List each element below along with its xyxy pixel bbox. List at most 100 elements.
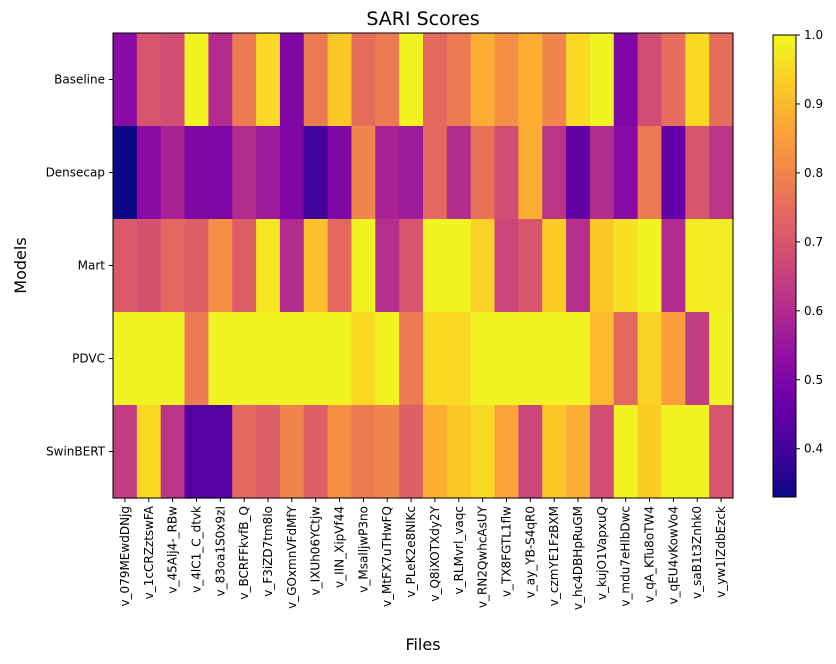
heatmap-cell: [566, 126, 591, 220]
heatmap-cell: [661, 126, 686, 220]
heatmap-cell: [709, 33, 734, 127]
heatmap-cell: [542, 219, 567, 313]
x-tick-label: v_PLeK2e8NlKc: [404, 506, 418, 598]
heatmap-cell: [399, 33, 424, 127]
heatmap-cell: [518, 33, 543, 127]
colorbar-tick-label: 0.7: [804, 235, 823, 249]
heatmap-cell: [327, 33, 353, 127]
heatmap-cell: [661, 312, 686, 406]
y-tick-label: Baseline: [54, 73, 105, 87]
heatmap-cell: [351, 33, 376, 127]
heatmap-cell: [446, 405, 472, 499]
y-tick-label: PDVC: [72, 352, 105, 366]
heatmap-cell: [423, 312, 448, 406]
heatmap-cell: [208, 219, 233, 313]
heatmap-cell: [256, 33, 281, 127]
heatmap-cell: [470, 219, 496, 313]
x-tick-label: v_czmYE1FzBXM: [547, 506, 561, 606]
heatmap-cell: [566, 312, 591, 406]
heatmap-cell: [685, 405, 710, 499]
x-tick-label: v_ay_YB-S4qR0: [523, 506, 537, 598]
x-tick-label: v_F3iZD7tm8lo: [261, 506, 275, 597]
heatmap-cell: [184, 126, 209, 220]
heatmap-cell: [542, 33, 567, 127]
x-tick-label: v_RN2QwhcAsUY: [476, 505, 490, 608]
heatmap-cell: [208, 312, 233, 406]
x-tick-label: v_kujO1VapxuQ: [595, 506, 609, 600]
heatmap-cell: [470, 312, 496, 406]
heatmap-cell: [113, 405, 138, 499]
heatmap-cell: [542, 312, 567, 406]
heatmap-cell: [470, 126, 496, 220]
heatmap-cell: [113, 33, 138, 127]
heatmap-cell: [399, 405, 424, 499]
heatmap-cell: [256, 126, 281, 220]
heatmap-cell: [113, 126, 138, 220]
heatmap-cell: [208, 33, 233, 127]
heatmap-cell: [446, 219, 472, 313]
heatmap-cell: [160, 33, 186, 127]
heatmap-cell: [232, 312, 257, 406]
heatmap-cell: [589, 219, 615, 313]
x-tick-label: v_IIN_XipVf44: [333, 506, 347, 588]
heatmap-cell: [279, 33, 305, 127]
heatmap-cell: [661, 405, 686, 499]
heatmap-cell: [446, 33, 472, 127]
heatmap-cell: [637, 219, 663, 313]
x-tick-label: v_83oa1S0x9zI: [213, 506, 227, 597]
heatmap-cell: [136, 219, 162, 313]
heatmap-cell: [709, 126, 734, 220]
heatmap-cell: [136, 33, 162, 127]
heatmap-cell: [160, 405, 186, 499]
heatmap-cell: [589, 312, 615, 406]
colorbar: [773, 35, 796, 497]
x-tick-label: v_MtFX7uTHwFQ: [380, 506, 394, 607]
x-tick-label: v_45Alj4-_RBw: [166, 506, 180, 594]
x-tick-label: v_RLMvrl_vaqc: [452, 506, 466, 595]
heatmap-cell: [303, 405, 329, 499]
x-tick-label: v_hc4DBHpRuGM: [571, 506, 585, 610]
heatmap-cell: [566, 33, 591, 127]
heatmap-cell: [136, 312, 162, 406]
heatmap-cell: [566, 219, 591, 313]
heatmap-cell: [589, 126, 615, 220]
y-tick-label: Mart: [78, 259, 106, 273]
heatmap-cell: [351, 219, 376, 313]
heatmap-cell: [613, 219, 639, 313]
y-tick-label: Densecap: [46, 166, 105, 180]
heatmap-cell: [542, 126, 567, 220]
heatmap-cell: [589, 405, 615, 499]
heatmap-cell: [327, 126, 353, 220]
colorbar-tick-label: 0.5: [804, 373, 823, 387]
heatmap-cell: [256, 405, 281, 499]
heatmap-cell: [518, 126, 543, 220]
heatmap-cell: [566, 405, 591, 499]
heatmap-cell: [303, 33, 329, 127]
heatmap-cell: [303, 126, 329, 220]
heatmap-cell: [399, 126, 424, 220]
heatmap-cell: [637, 312, 663, 406]
heatmap-cell: [518, 405, 543, 499]
heatmap-cell: [494, 405, 519, 499]
heatmap-cell: [423, 405, 448, 499]
heatmap-cell: [613, 312, 639, 406]
heatmap-cell: [184, 405, 209, 499]
x-axis: v_079MEwdDNjg v_1cCRZztswFA v_45Alj4-_RBw v…: [118, 498, 728, 610]
heatmap-cell: [351, 405, 376, 499]
heatmap-cell: [518, 219, 543, 313]
x-tick-label: v_IXUh06YCtjw: [309, 506, 323, 596]
x-tick-label: v_qA_KTu8oTW4: [643, 506, 657, 603]
heatmap-cell: [423, 126, 448, 220]
heatmap-cell: [375, 405, 400, 499]
heatmap-cell: [232, 405, 257, 499]
colorbar-tick-label: 0.4: [804, 442, 823, 456]
colorbar-tick-label: 0.9: [804, 97, 823, 111]
colorbar-tick-label: 1.0: [804, 28, 823, 42]
x-tick-label: v_Q8iXOTXdy2Y: [428, 505, 442, 601]
heatmap-cell: [184, 219, 209, 313]
colorbar-tick-label: 0.6: [804, 304, 823, 318]
heatmap-cell: [327, 219, 353, 313]
x-tick-label: v_TX8FGTL1flw: [499, 506, 513, 597]
heatmap-cell: [709, 219, 734, 313]
